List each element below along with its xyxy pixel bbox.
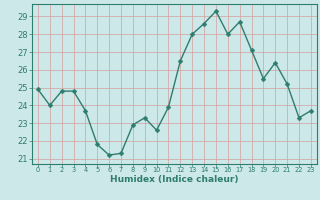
X-axis label: Humidex (Indice chaleur): Humidex (Indice chaleur) bbox=[110, 175, 239, 184]
